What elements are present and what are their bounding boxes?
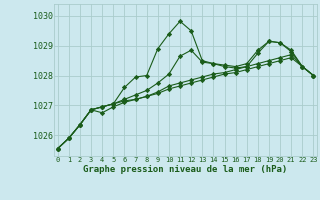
X-axis label: Graphe pression niveau de la mer (hPa): Graphe pression niveau de la mer (hPa) [84,165,288,174]
